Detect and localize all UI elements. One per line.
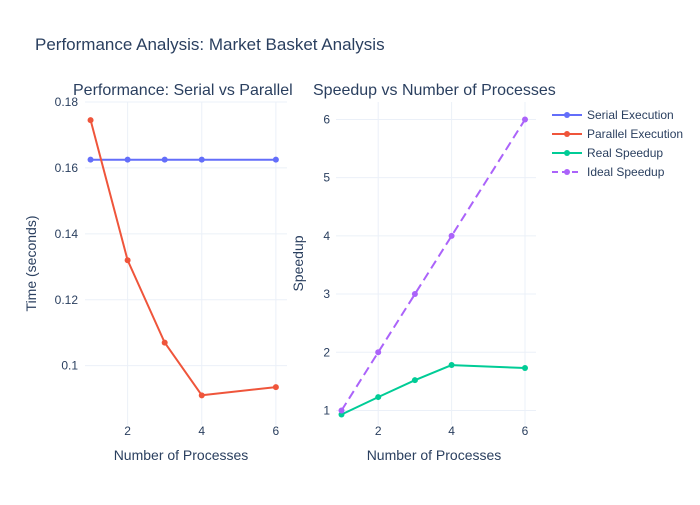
series-line-ideal-speedup [340,118,526,412]
x-tick-label: 6 [522,424,529,438]
legend-item[interactable]: Serial Execution [552,108,674,122]
y-tick-label: 5 [323,171,330,185]
data-point-parallel-execution[interactable] [272,384,279,391]
data-point-serial-execution[interactable] [198,156,205,163]
y-tick-label: 0.12 [55,293,79,307]
y-tick-label: 2 [323,345,330,359]
data-point-ideal-speedup[interactable] [521,116,528,123]
y-tick-label: 0.1 [61,359,78,373]
y-tick-label: 3 [323,287,330,301]
series-line-parallel-execution [89,119,277,397]
legend-marker [564,112,570,118]
data-point-real-speedup[interactable] [375,394,382,401]
x-tick-label: 2 [375,424,382,438]
legend-item[interactable]: Parallel Execution [552,127,683,141]
data-point-serial-execution[interactable] [87,156,94,163]
legend-label: Real Speedup [587,146,663,160]
data-point-parallel-execution[interactable] [161,339,168,346]
y-tick-label: 0.16 [55,161,79,175]
legend-marker [564,150,570,156]
chart-panel-2: Speedup vs Number of Processes 2 4 6 1 2 3 4 5 6 N… [290,82,556,463]
y-axis-title: Speedup [290,235,306,291]
y-tick-label: 4 [323,229,330,243]
data-point-real-speedup[interactable] [411,377,418,384]
legend-label: Ideal Speedup [587,165,665,179]
data-point-serial-execution[interactable] [272,156,279,163]
y-tick-label: 0.18 [55,95,79,109]
x-tick-label: 4 [198,424,205,438]
chart-panel-1: Performance: Serial vs Parallel 2 4 6 0.1 0.1… [23,82,293,463]
subplot-title: Speedup vs Number of Processes [313,82,556,99]
data-point-parallel-execution[interactable] [124,257,131,264]
legend-marker [564,169,570,175]
legend-marker [564,131,570,137]
x-tick-label: 6 [273,424,280,438]
y-tick-label: 1 [323,403,330,417]
figure-title: Performance Analysis: Market Basket Anal… [35,35,385,54]
data-point-parallel-execution[interactable] [87,117,94,124]
data-point-real-speedup[interactable] [448,362,455,369]
legend-label: Serial Execution [587,108,674,122]
legend-item[interactable]: Ideal Speedup [552,165,665,179]
x-tick-label: 2 [124,424,131,438]
data-point-ideal-speedup[interactable] [448,232,455,239]
subplot-title: Performance: Serial vs Parallel [73,82,293,99]
x-axis-title: Number of Processes [367,447,502,463]
x-axis-title: Number of Processes [114,447,249,463]
x-tick-label: 4 [448,424,455,438]
data-point-serial-execution[interactable] [161,156,168,163]
y-tick-label: 0.14 [55,227,79,241]
legend-item[interactable]: Real Speedup [552,146,663,160]
data-point-parallel-execution[interactable] [198,392,205,399]
y-axis-title: Time (seconds) [23,216,39,312]
legend[interactable]: Serial Execution Parallel Execution Real S… [552,108,683,179]
data-point-ideal-speedup[interactable] [411,291,418,298]
data-point-real-speedup[interactable] [521,364,528,371]
y-tick-label: 6 [323,112,330,126]
data-point-serial-execution[interactable] [124,156,131,163]
series-line-real-speedup [341,364,526,416]
legend-label: Parallel Execution [587,127,683,141]
data-point-ideal-speedup[interactable] [375,349,382,356]
data-point-ideal-speedup[interactable] [338,407,345,414]
